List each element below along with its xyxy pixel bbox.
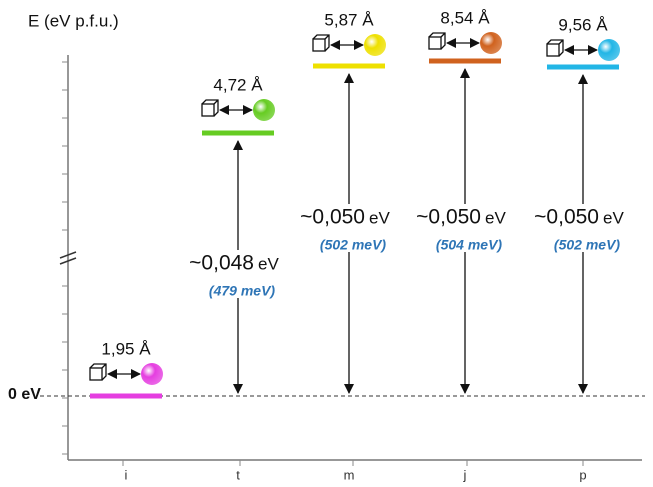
distance-label: 1,95 Å xyxy=(101,339,151,358)
energy-label: ~0,048 xyxy=(189,252,254,275)
ion-sphere xyxy=(480,32,502,54)
energy-unit: eV xyxy=(603,208,624,227)
category-label: j xyxy=(463,467,467,482)
ion-sphere xyxy=(598,39,620,61)
cube-icon-top xyxy=(312,34,330,52)
distance-label: 9,56 Å xyxy=(558,15,608,34)
distance-label: 4,72 Å xyxy=(213,75,263,94)
mev-label: (504 meV) xyxy=(436,237,502,253)
category-label: i xyxy=(125,467,128,482)
axis-break xyxy=(59,251,77,259)
energy-label: ~0,050 xyxy=(534,206,599,229)
energy-unit: eV xyxy=(485,208,506,227)
category-label: t xyxy=(236,467,240,482)
label-bg xyxy=(293,204,405,252)
ion-sphere xyxy=(141,363,163,385)
cube-icon xyxy=(312,38,326,52)
energy-unit: eV xyxy=(258,254,279,273)
energy-label: ~0,050 xyxy=(416,206,481,229)
energy-unit: eV xyxy=(369,208,390,227)
cube-icon-top xyxy=(201,99,219,117)
ticks xyxy=(62,61,584,466)
cube-icon xyxy=(546,43,560,57)
cube-icon xyxy=(89,367,103,381)
mev-label: (502 meV) xyxy=(320,237,386,253)
label-bg xyxy=(409,204,521,252)
mev-label: (502 meV) xyxy=(554,237,620,253)
axis-break xyxy=(59,257,77,265)
cube-icon-top xyxy=(89,363,107,381)
cube-icon xyxy=(201,103,215,117)
zero-label: 0 eV xyxy=(8,386,41,403)
mev-label: (479 meV) xyxy=(209,283,275,299)
distance-label: 8,54 Å xyxy=(440,8,490,27)
label-bg xyxy=(527,204,639,252)
category-label: m xyxy=(344,467,355,482)
cube-icon xyxy=(428,36,442,50)
distance-label: 5,87 Å xyxy=(324,10,374,29)
label-bg xyxy=(182,250,294,298)
y-axis-label: E (eV p.f.u.) xyxy=(28,11,119,30)
cube-icon-top xyxy=(428,32,446,50)
cube-icon-top xyxy=(546,39,564,57)
ion-sphere xyxy=(253,99,275,121)
ion-sphere xyxy=(364,34,386,56)
category-label: p xyxy=(579,467,586,482)
energy-label: ~0,050 xyxy=(300,206,365,229)
